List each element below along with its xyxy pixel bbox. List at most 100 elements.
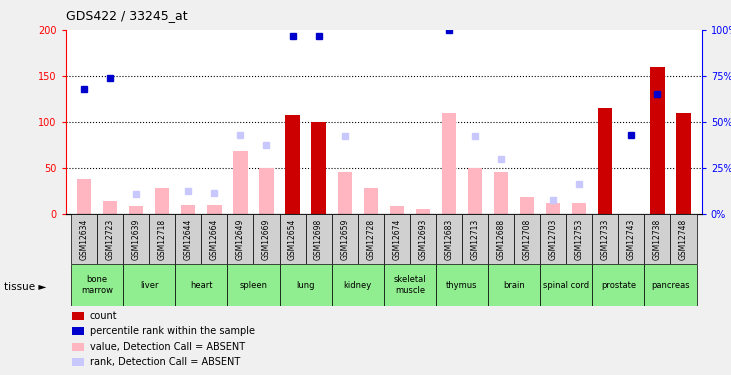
Text: rank, Detection Call = ABSENT: rank, Detection Call = ABSENT bbox=[90, 357, 240, 367]
Bar bbox=[645, 214, 670, 264]
Bar bbox=[123, 214, 149, 264]
Text: percentile rank within the sample: percentile rank within the sample bbox=[90, 326, 255, 336]
Text: value, Detection Call = ABSENT: value, Detection Call = ABSENT bbox=[90, 342, 245, 352]
Text: bone
marrow: bone marrow bbox=[81, 275, 113, 295]
Text: GSM12708: GSM12708 bbox=[523, 218, 531, 259]
Text: GSM12654: GSM12654 bbox=[288, 218, 297, 260]
Bar bbox=[332, 214, 357, 264]
Bar bbox=[488, 214, 514, 264]
Text: brain: brain bbox=[503, 280, 525, 290]
Bar bbox=[462, 214, 488, 264]
Bar bbox=[567, 214, 592, 264]
Bar bbox=[416, 209, 430, 214]
Bar bbox=[72, 312, 83, 320]
Text: liver: liver bbox=[140, 280, 159, 290]
Text: GSM12728: GSM12728 bbox=[366, 219, 375, 260]
Bar bbox=[306, 214, 332, 264]
Bar bbox=[436, 264, 488, 306]
Bar bbox=[363, 188, 378, 214]
Text: GDS422 / 33245_at: GDS422 / 33245_at bbox=[66, 9, 187, 22]
Bar bbox=[311, 166, 326, 214]
Bar bbox=[651, 67, 664, 214]
Bar bbox=[175, 264, 227, 306]
Bar bbox=[123, 264, 175, 306]
Bar bbox=[546, 203, 561, 214]
Bar bbox=[227, 264, 279, 306]
Bar bbox=[181, 205, 195, 214]
Bar bbox=[71, 214, 97, 264]
Bar bbox=[97, 214, 123, 264]
Text: GSM12664: GSM12664 bbox=[210, 218, 219, 260]
Bar bbox=[384, 264, 436, 306]
Text: GSM12644: GSM12644 bbox=[183, 218, 193, 260]
Text: GSM12639: GSM12639 bbox=[132, 218, 140, 260]
Bar bbox=[390, 206, 404, 214]
Text: skeletal
muscle: skeletal muscle bbox=[393, 275, 426, 295]
Bar bbox=[72, 343, 83, 351]
Text: GSM12718: GSM12718 bbox=[158, 219, 167, 260]
Text: GSM12669: GSM12669 bbox=[262, 218, 271, 260]
Bar bbox=[442, 112, 456, 214]
Bar bbox=[279, 264, 332, 306]
Text: GSM12649: GSM12649 bbox=[236, 218, 245, 260]
Bar bbox=[77, 179, 91, 214]
Bar bbox=[311, 122, 326, 214]
Bar bbox=[670, 214, 697, 264]
Bar bbox=[149, 214, 175, 264]
Text: spinal cord: spinal cord bbox=[543, 280, 589, 290]
Text: GSM12698: GSM12698 bbox=[314, 218, 323, 259]
Text: thymus: thymus bbox=[446, 280, 478, 290]
Bar bbox=[494, 172, 508, 214]
Bar bbox=[332, 264, 384, 306]
Bar bbox=[285, 114, 300, 214]
Bar bbox=[175, 214, 201, 264]
Bar bbox=[227, 214, 254, 264]
Bar bbox=[338, 172, 352, 214]
Bar bbox=[72, 358, 83, 366]
Text: prostate: prostate bbox=[601, 280, 636, 290]
Text: GSM12688: GSM12688 bbox=[496, 219, 506, 260]
Text: tissue ►: tissue ► bbox=[4, 282, 46, 292]
Text: spleen: spleen bbox=[240, 280, 268, 290]
Bar bbox=[598, 108, 613, 214]
Text: GSM12703: GSM12703 bbox=[549, 218, 558, 260]
Bar bbox=[645, 264, 697, 306]
Text: GSM12748: GSM12748 bbox=[679, 218, 688, 259]
Text: kidney: kidney bbox=[344, 280, 372, 290]
Bar bbox=[410, 214, 436, 264]
Text: GSM12723: GSM12723 bbox=[105, 218, 115, 259]
Bar bbox=[618, 214, 645, 264]
Text: GSM12659: GSM12659 bbox=[340, 218, 349, 260]
Bar bbox=[592, 214, 618, 264]
Bar bbox=[207, 205, 221, 214]
Bar bbox=[540, 264, 592, 306]
Text: GSM12738: GSM12738 bbox=[653, 218, 662, 259]
Bar bbox=[468, 168, 482, 214]
Bar bbox=[598, 149, 613, 214]
Bar bbox=[260, 168, 273, 214]
Bar bbox=[520, 197, 534, 214]
Bar bbox=[103, 201, 117, 214]
Bar bbox=[357, 214, 384, 264]
Text: GSM12743: GSM12743 bbox=[627, 218, 636, 260]
Text: GSM12693: GSM12693 bbox=[418, 218, 428, 260]
Bar bbox=[488, 264, 540, 306]
Bar bbox=[279, 214, 306, 264]
Bar bbox=[72, 327, 83, 335]
Bar bbox=[436, 214, 462, 264]
Bar bbox=[155, 188, 170, 214]
Text: GSM12634: GSM12634 bbox=[80, 218, 88, 260]
Bar bbox=[254, 214, 279, 264]
Bar bbox=[384, 214, 410, 264]
Bar bbox=[676, 112, 691, 214]
Text: GSM12753: GSM12753 bbox=[575, 218, 584, 260]
Bar bbox=[540, 214, 567, 264]
Bar bbox=[201, 214, 227, 264]
Text: heart: heart bbox=[190, 280, 213, 290]
Bar bbox=[71, 264, 123, 306]
Bar bbox=[233, 151, 248, 214]
Text: GSM12683: GSM12683 bbox=[444, 218, 453, 259]
Text: GSM12733: GSM12733 bbox=[601, 218, 610, 260]
Text: GSM12713: GSM12713 bbox=[471, 218, 480, 259]
Text: lung: lung bbox=[296, 280, 315, 290]
